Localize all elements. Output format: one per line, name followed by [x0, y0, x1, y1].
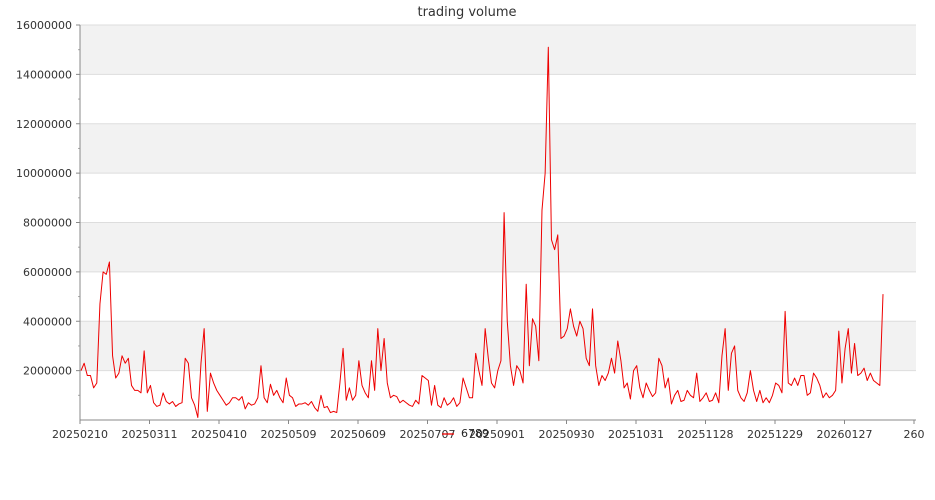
- y-tick-label: 6000000: [23, 266, 72, 279]
- y-tick-label: 14000000: [16, 68, 72, 81]
- background-band: [80, 222, 916, 272]
- background-band: [80, 123, 916, 174]
- background-band: [80, 25, 916, 75]
- x-tick-label: 20250930: [539, 428, 595, 441]
- y-tick-label: 8000000: [23, 217, 72, 230]
- chart-title: trading volume: [417, 5, 516, 20]
- legend-label: 6789: [461, 427, 489, 440]
- x-tick-label: 260: [904, 428, 925, 441]
- x-tick-label: 20250609: [330, 428, 386, 441]
- y-tick-label: 10000000: [16, 167, 72, 180]
- x-axis-tick-labels: 20250210 20250311 20250410 20250509 20250609…: [52, 420, 925, 441]
- x-tick-label: 20251229: [747, 428, 803, 441]
- series-lines: [80, 46, 884, 419]
- x-tick-label: 20260127: [817, 428, 873, 441]
- x-tick-label: 20250210: [52, 428, 108, 441]
- x-tick-label: 20251128: [678, 428, 734, 441]
- series-line: [80, 46, 884, 419]
- x-tick-label: 20250311: [122, 428, 178, 441]
- y-tick-label: 16000000: [16, 19, 72, 32]
- background-band: [80, 321, 916, 371]
- y-axis-tick-labels: 2000000 4000000 6000000 8000000 10000000 1200…: [16, 19, 72, 378]
- y-tick-label: 2000000: [23, 365, 72, 378]
- x-tick-label: 20250901: [469, 428, 525, 441]
- x-tick-label: 20251031: [608, 428, 664, 441]
- y-tick-label: 4000000: [23, 315, 72, 328]
- x-tick-label: 20250707: [400, 428, 456, 441]
- x-tick-label: 20250410: [191, 428, 247, 441]
- legend: 6789: [442, 427, 489, 440]
- y-tick-label: 12000000: [16, 118, 72, 131]
- x-tick-label: 20250509: [261, 428, 317, 441]
- background-bands: [80, 25, 916, 371]
- gridlines: [76, 24, 916, 396]
